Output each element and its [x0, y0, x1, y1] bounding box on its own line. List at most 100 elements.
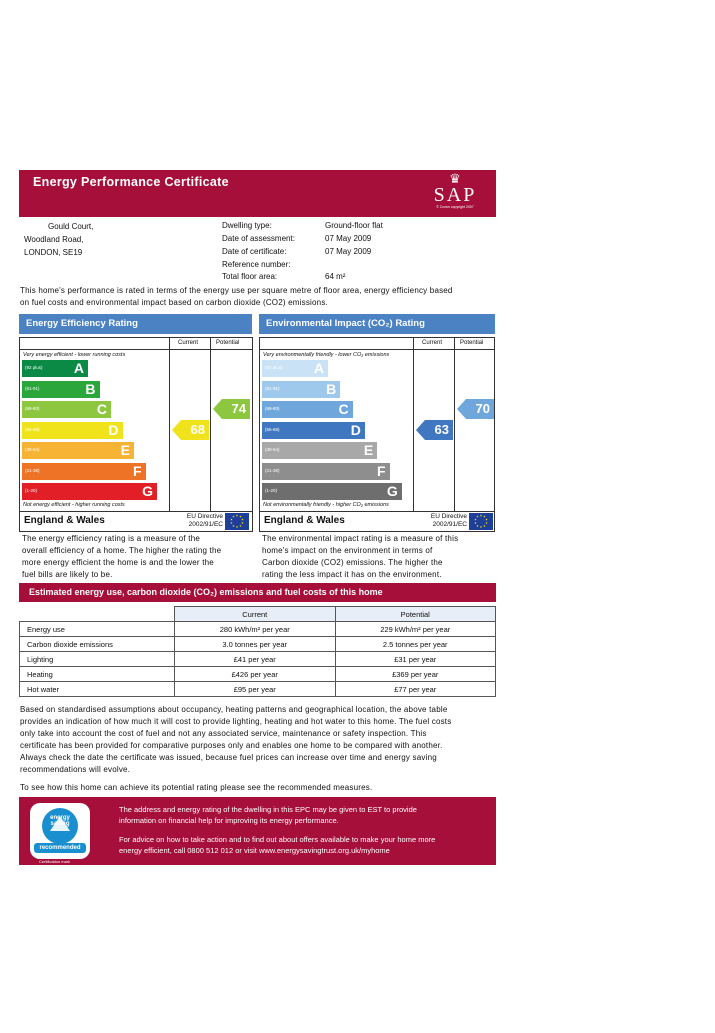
rating-band-letter: F: [376, 462, 386, 479]
energy-saving-recommended-logo: energy saving recommended: [28, 801, 92, 861]
environment-description: The environmental impact rating is a mea…: [262, 533, 458, 581]
efficiency-desc-line: fuel bills are likely to be.: [22, 570, 113, 579]
notes-line: Based on standardised assumptions about …: [20, 705, 448, 714]
logo-caption: Certification mark: [39, 859, 71, 864]
table-row: Heating £426 per year £369 per year: [19, 666, 496, 682]
svg-text:★: ★: [474, 521, 477, 525]
environment-directive: EU Directive 2002/91/EC: [414, 513, 467, 529]
rating-band-letter: F: [132, 462, 142, 479]
svg-text:★: ★: [241, 521, 244, 525]
svg-text:★: ★: [476, 515, 479, 519]
notes-line: recommendations will evolve.: [20, 765, 131, 774]
environment-current-rating: 63: [416, 419, 453, 440]
rating-band-letter: E: [120, 442, 130, 458]
notes-line: only take into account the cost of fuel …: [20, 729, 427, 738]
cost-current: £426 per year: [174, 666, 336, 682]
notes-line: Always check the date the certificate wa…: [20, 753, 437, 762]
environment-region: England & Wales: [264, 515, 345, 526]
rating-band-range: (1-20): [265, 488, 278, 493]
svg-text:★: ★: [236, 525, 239, 529]
cost-potential: £77 per year: [334, 681, 496, 697]
svg-text:★: ★: [236, 514, 239, 518]
notes-line: certificate has been provided for compar…: [20, 741, 443, 750]
logo-top-text: energy saving: [50, 815, 70, 827]
rating-band-letter: G: [142, 483, 153, 499]
svg-text:★: ★: [230, 518, 233, 522]
environment-col-current: Current: [422, 340, 443, 346]
rating-band-letter: C: [96, 401, 107, 417]
potential-note: To see how this home can achieve its pot…: [20, 783, 373, 792]
environment-top-caption: Very environmentally friendly - lower CO…: [263, 352, 390, 358]
environment-chart: Current Potential Very environmentally f…: [259, 337, 495, 532]
rating-band-letter: D: [108, 421, 119, 438]
cost-label: Lighting: [19, 651, 175, 667]
rating-band-e: (39-54) E: [22, 442, 134, 459]
table-row: Carbon dioxide emissions 3.0 tonnes per …: [19, 636, 496, 652]
svg-text:★: ★: [476, 524, 479, 528]
costs-table: Current Potential Energy use 280 kWh/m² …: [19, 606, 496, 697]
rating-band-a: (92 plus) A: [262, 360, 328, 377]
rating-band-a: (92 plus) A: [22, 360, 88, 377]
efficiency-current-value: 68: [190, 421, 205, 437]
efficiency-desc-line: The energy efficiency rating is a measur…: [22, 534, 200, 543]
efficiency-directive-label: EU Directive: [186, 513, 223, 520]
efficiency-region: England & Wales: [24, 515, 105, 526]
rating-band-range: (21-38): [25, 467, 40, 473]
cost-label: Energy use: [19, 621, 175, 637]
cost-potential: 2.5 tonnes per year: [334, 636, 496, 652]
sap-copyright: © Crown copyright 2007: [436, 205, 474, 209]
svg-text:★: ★: [230, 521, 233, 525]
rating-band-letter: D: [350, 421, 361, 438]
rating-band-range: (1-20): [25, 488, 38, 493]
notes: Based on standardised assumptions about …: [20, 704, 451, 776]
certificate-banner: Energy Performance Certificate ♛ SAP © C…: [19, 170, 496, 217]
cost-label: Hot water: [19, 681, 175, 697]
eu-flag-icon: ★ ★ ★ ★ ★ ★ ★ ★ ★ ★: [225, 513, 249, 530]
svg-text:★: ★: [232, 524, 235, 528]
date-assessment-label: Date of assessment:: [222, 234, 295, 243]
floor-area-value: 64 m²: [325, 272, 346, 281]
reference-label: Reference number:: [222, 260, 291, 269]
address-line-2: Woodland Road,: [24, 235, 84, 244]
rating-band-g: (1-20) G: [22, 483, 157, 500]
costs-header: Estimated energy use, carbon dioxide (CO…: [19, 583, 496, 602]
svg-text:★: ★: [239, 524, 242, 528]
address-line-1: Gould Court,: [48, 222, 94, 231]
rating-band-e: (39-54) E: [262, 442, 378, 459]
rating-band-letter: C: [338, 401, 349, 417]
footer-para-2: For advice on how to take action and to …: [119, 834, 435, 856]
cost-label: Carbon dioxide emissions: [19, 636, 175, 652]
svg-text:★: ★: [232, 515, 235, 519]
efficiency-chart: Current Potential Very energy efficient …: [19, 337, 253, 532]
rating-band-b: (81-91) B: [22, 380, 100, 398]
rating-band-range: (21-38): [265, 467, 280, 473]
cost-potential: £31 per year: [334, 651, 496, 667]
rating-band-letter: B: [326, 380, 337, 397]
rating-band-letter: G: [386, 483, 398, 499]
costs-col-potential: Potential: [334, 606, 496, 622]
environment-desc-line: rating the less impact it has on the env…: [262, 570, 442, 579]
rating-band-f: (21-38) F: [262, 462, 390, 480]
efficiency-col-current: Current: [178, 340, 199, 346]
rating-band-range: (39-54): [265, 447, 280, 452]
environment-current-value: 63: [434, 421, 449, 437]
floor-area-label: Total floor area:: [222, 272, 278, 281]
svg-text:★: ★: [483, 524, 486, 528]
environment-potential-rating: 70: [457, 399, 494, 419]
efficiency-directive-number: 2002/91/EC: [188, 521, 223, 528]
costs-title: Estimated energy use, carbon dioxide (CO…: [29, 587, 383, 597]
rating-band-range: (81-91): [265, 385, 280, 391]
efficiency-potential-value: 74: [231, 401, 246, 416]
cost-current: £41 per year: [174, 651, 336, 667]
efficiency-directive: EU Directive 2002/91/EC: [170, 513, 223, 529]
cost-label: Heating: [19, 666, 175, 682]
eu-flag-icon: ★ ★ ★ ★ ★ ★ ★ ★ ★ ★: [469, 513, 493, 530]
footer-para-1: The address and energy rating of the dwe…: [119, 804, 417, 826]
table-row: Lighting £41 per year £31 per year: [19, 651, 496, 667]
dwelling-type-label: Dwelling type:: [222, 221, 272, 230]
cost-potential: 229 kWh/m² per year: [334, 621, 496, 637]
efficiency-description: The energy efficiency rating is a measur…: [22, 533, 221, 581]
rating-band-c: (69-80) C: [262, 401, 353, 418]
svg-text:★: ★: [483, 515, 486, 519]
environment-desc-line: The environmental impact rating is a mea…: [262, 534, 459, 543]
